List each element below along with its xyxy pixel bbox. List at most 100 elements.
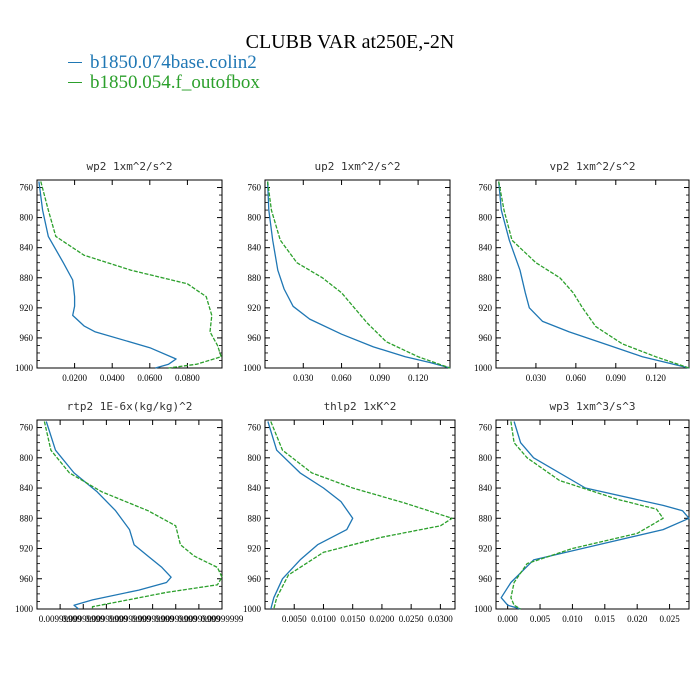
x-tick-label: 0.090 bbox=[370, 373, 391, 383]
y-tick-label: 840 bbox=[20, 243, 34, 253]
y-tick-label: 1000 bbox=[474, 604, 493, 614]
y-tick-label: 880 bbox=[479, 513, 493, 523]
x-tick-label: 0.000 bbox=[498, 614, 519, 624]
y-tick-label: 880 bbox=[20, 273, 34, 283]
series-line-b1850-074base bbox=[498, 181, 690, 369]
y-tick-label: 760 bbox=[248, 183, 262, 193]
legend-label-2: b1850.054.f_outofbox bbox=[90, 72, 260, 93]
y-tick-label: 920 bbox=[248, 303, 262, 313]
y-tick-label: 960 bbox=[20, 333, 34, 343]
x-tick-label: 0.00999999 bbox=[154, 614, 197, 624]
y-tick-label: 800 bbox=[248, 453, 262, 463]
x-tick-label: 0.025 bbox=[659, 614, 680, 624]
panel-title: thlp2 1xK^2 bbox=[324, 400, 397, 413]
panel-title: up2 1xm^2/s^2 bbox=[314, 160, 400, 173]
y-tick-label: 880 bbox=[479, 273, 493, 283]
y-tick-label: 840 bbox=[248, 243, 262, 253]
x-tick-label: 0.00999999 bbox=[201, 614, 244, 624]
series-line-b1850-054-outofbox bbox=[510, 421, 664, 610]
panel-title: wp3 1xm^3/s^3 bbox=[549, 400, 635, 413]
series-line-b1850-074base bbox=[38, 181, 177, 369]
y-tick-label: 800 bbox=[248, 213, 262, 223]
y-tick-label: 920 bbox=[248, 544, 262, 554]
y-tick-label: 880 bbox=[248, 513, 262, 523]
y-tick-label: 880 bbox=[20, 513, 34, 523]
plot-frame bbox=[36, 419, 223, 610]
x-tick-label: 0.0150 bbox=[340, 614, 365, 624]
x-tick-label: 0.00999999 bbox=[178, 614, 221, 624]
legend-entry-1: b1850.074base.colin2 bbox=[68, 52, 257, 74]
y-tick-label: 800 bbox=[20, 453, 34, 463]
series-line-b1850-054-outofbox bbox=[43, 421, 223, 609]
series-line-b1850-074base bbox=[45, 421, 172, 610]
legend-line-1 bbox=[68, 62, 82, 64]
x-tick-label: 0.0250 bbox=[399, 614, 424, 624]
y-tick-label: 760 bbox=[248, 423, 262, 433]
series-line-b1850-054-outofbox bbox=[266, 181, 451, 369]
y-tick-label: 1000 bbox=[15, 363, 34, 373]
x-tick-label: 0.120 bbox=[408, 373, 429, 383]
x-tick-label: 0.0800 bbox=[175, 373, 200, 383]
y-tick-label: 760 bbox=[20, 423, 34, 433]
x-tick-label: 0.0600 bbox=[137, 373, 162, 383]
x-tick-label: 0.00999999 bbox=[62, 614, 105, 624]
y-tick-label: 920 bbox=[20, 544, 34, 554]
x-tick-label: 0.120 bbox=[646, 373, 667, 383]
panel-title: rtp2 1E-6x(kg/kg)^2 bbox=[67, 400, 193, 413]
x-tick-label: 0.020 bbox=[627, 614, 648, 624]
y-tick-label: 800 bbox=[479, 213, 493, 223]
figure-title: CLUBB VAR at250E,-2N bbox=[245, 31, 455, 53]
x-tick-label: 0.0100 bbox=[311, 614, 336, 624]
y-tick-label: 840 bbox=[479, 483, 493, 493]
y-tick-label: 880 bbox=[248, 273, 262, 283]
y-tick-label: 760 bbox=[479, 423, 493, 433]
y-tick-label: 840 bbox=[479, 243, 493, 253]
x-tick-label: 0.030 bbox=[293, 373, 314, 383]
plot-frame bbox=[495, 179, 690, 369]
y-tick-label: 800 bbox=[20, 213, 34, 223]
x-tick-label: 0.0200 bbox=[62, 373, 87, 383]
y-tick-label: 800 bbox=[479, 453, 493, 463]
legend-entry-2: b1850.054.f_outofbox bbox=[68, 72, 260, 94]
y-tick-label: 840 bbox=[20, 483, 34, 493]
y-tick-label: 1000 bbox=[243, 363, 262, 373]
y-tick-label: 1000 bbox=[474, 363, 493, 373]
y-tick-label: 960 bbox=[248, 574, 262, 584]
legend-line-2 bbox=[68, 82, 82, 84]
legend-label-1: b1850.074base.colin2 bbox=[90, 52, 257, 73]
series-line-b1850-074base bbox=[500, 421, 690, 610]
y-tick-label: 920 bbox=[479, 544, 493, 554]
y-tick-label: 960 bbox=[479, 574, 493, 584]
y-tick-label: 760 bbox=[20, 183, 34, 193]
x-tick-label: 0.010 bbox=[562, 614, 583, 624]
x-tick-label: 0.0400 bbox=[100, 373, 125, 383]
y-tick-label: 960 bbox=[479, 333, 493, 343]
plot-frame bbox=[264, 179, 451, 369]
plot-frame bbox=[495, 419, 690, 610]
x-tick-label: 0.0300 bbox=[428, 614, 453, 624]
series-line-b1850-074base bbox=[266, 181, 451, 369]
x-tick-label: 0.00999999 bbox=[108, 614, 151, 624]
x-tick-label: 0.030 bbox=[526, 373, 547, 383]
x-tick-label: 0.060 bbox=[566, 373, 587, 383]
series-line-b1850-054-outofbox bbox=[270, 421, 453, 610]
panel-title: vp2 1xm^2/s^2 bbox=[549, 160, 635, 173]
y-tick-label: 920 bbox=[20, 303, 34, 313]
x-tick-label: 0.00999999 bbox=[131, 614, 174, 624]
series-line-b1850-074base bbox=[267, 421, 354, 610]
y-tick-label: 960 bbox=[20, 574, 34, 584]
y-tick-label: 960 bbox=[248, 333, 262, 343]
y-tick-label: 1000 bbox=[243, 604, 262, 614]
y-tick-label: 840 bbox=[248, 483, 262, 493]
x-tick-label: 0.0050 bbox=[282, 614, 307, 624]
plot-frame bbox=[264, 419, 456, 610]
y-tick-label: 760 bbox=[479, 183, 493, 193]
x-tick-label: 0.0200 bbox=[370, 614, 395, 624]
series-line-b1850-054-outofbox bbox=[40, 181, 222, 369]
x-tick-label: 0.005 bbox=[530, 614, 551, 624]
x-tick-label: 0.00999999 bbox=[85, 614, 128, 624]
y-tick-label: 920 bbox=[479, 303, 493, 313]
x-tick-label: 0.060 bbox=[331, 373, 352, 383]
x-tick-label: 0.015 bbox=[595, 614, 616, 624]
